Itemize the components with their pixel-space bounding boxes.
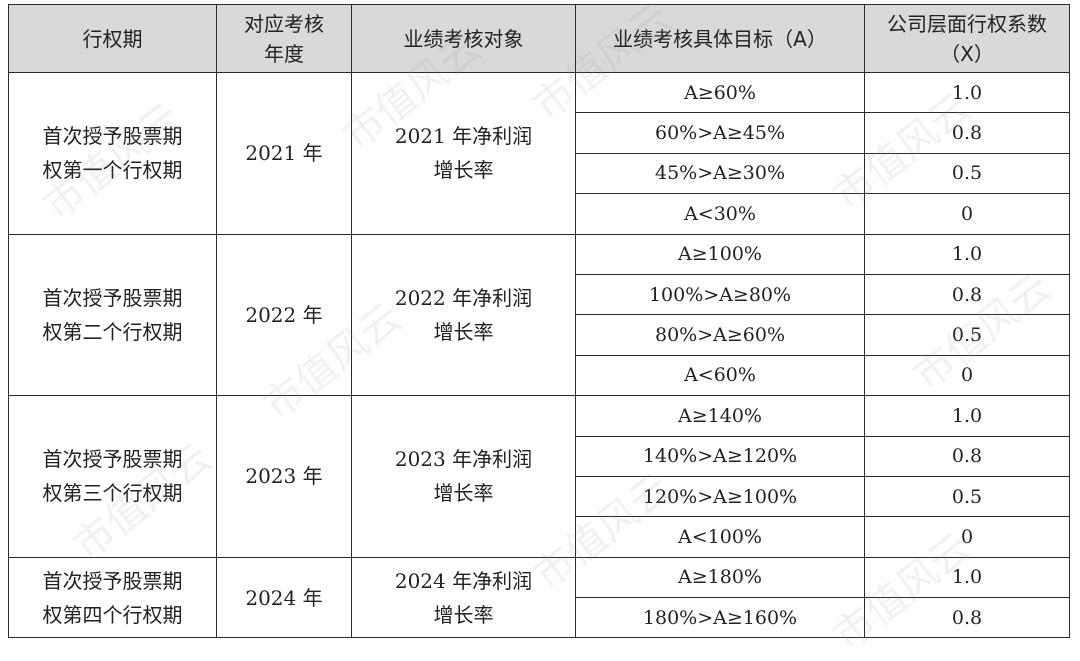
table-row: 140%>A≥120% 0.8 (9, 435, 1070, 477)
table-row: 60%>A≥45% 0.8 (9, 112, 1070, 154)
exercise-period-line: 首次授予股票期 (42, 285, 183, 310)
header-assessment-year: 对应考核 年度 (216, 4, 352, 73)
exercise-period-line: 首次授予股票期 (42, 568, 183, 593)
assessment-object-line: 增长率 (433, 602, 494, 627)
table-row: A<30% 0 (9, 193, 1070, 235)
table-row: 45%>A≥30% 0.5 (9, 152, 1070, 195)
exercise-period-cell: 首次授予股票期 权第二个行权期 (8, 233, 217, 397)
exercise-period-line: 权第一个行权期 (42, 158, 183, 183)
assessment-object-line: 2024 年净利润 (394, 568, 533, 593)
performance-table-container: 行权期 对应考核 年度 业绩考核对象 业绩考核具体目标（A） 公司层面行权系数 （X… (8, 4, 1070, 639)
exercise-period-line: 首次授予股票期 (42, 447, 183, 472)
exercise-period-table: 行权期 对应考核 年度 业绩考核对象 业绩考核具体目标（A） 公司层面行权系数 （X… (8, 4, 1070, 639)
coefficient-cell: 0 (864, 193, 1070, 235)
target-cell: A≥100% (575, 233, 865, 275)
coefficient-cell: 1.0 (864, 233, 1070, 275)
coefficient-cell: 0.5 (864, 475, 1070, 518)
exercise-period-line: 首次授予股票期 (42, 124, 183, 149)
table-row: A<60% 0 (9, 354, 1070, 397)
exercise-period-line: 权第四个行权期 (42, 602, 183, 627)
assessment-object-line: 2021 年净利润 (394, 124, 533, 149)
target-cell: A<60% (575, 354, 865, 397)
coefficient-cell: 1.0 (864, 395, 1070, 437)
target-cell: 120%>A≥100% (575, 475, 865, 518)
assessment-object-line: 2022 年净利润 (394, 285, 533, 310)
exercise-period-cell: 首次授予股票期 权第三个行权期 (8, 395, 217, 558)
target-cell: A<100% (575, 516, 865, 558)
coefficient-cell: 0.8 (864, 597, 1070, 639)
assessment-object-line: 增长率 (433, 319, 494, 344)
header-coefficient: 公司层面行权系数 （X） (864, 4, 1070, 73)
assessment-object-cell: 2021 年净利润 增长率 (351, 72, 576, 235)
coefficient-cell: 0.5 (864, 152, 1070, 195)
coefficient-cell: 0.5 (864, 314, 1070, 356)
table-row: 180%>A≥160% 0.8 (9, 597, 1070, 639)
assessment-object-line: 增长率 (433, 158, 494, 183)
table-row: 100%>A≥80% 0.8 (9, 273, 1070, 316)
table-body: 首次授予股票期 权第一个行权期 2021 年 2021 年净利润 增长率 A≥60% 1.0… (8, 71, 1070, 639)
target-cell: A≥140% (575, 395, 865, 437)
assessment-year-cell: 2022 年 (216, 233, 352, 397)
assessment-object-line: 增长率 (433, 481, 494, 506)
target-cell: A≥60% (575, 71, 865, 114)
assessment-object-line: 2023 年净利润 (394, 447, 533, 472)
assessment-object-cell: 2023 年净利润 增长率 (351, 395, 576, 558)
table-row: A<100% 0 (9, 516, 1070, 558)
coefficient-cell: 1.0 (864, 556, 1070, 599)
target-cell: 180%>A≥160% (575, 597, 865, 639)
coefficient-cell: 0 (864, 516, 1070, 558)
table-row: 首次授予股票期 权第二个行权期 2022 年 2022 年净利润 增长率 A≥100% 1.… (8, 233, 1070, 397)
assessment-object-cell: 2024 年净利润 增长率 (351, 556, 576, 639)
header-assessment-object: 业绩考核对象 (351, 4, 576, 73)
target-cell: 140%>A≥120% (575, 435, 865, 477)
table-row: 首次授予股票期 权第四个行权期 2024 年 2024 年净利润 增长率 A≥180% 1.… (8, 556, 1070, 639)
table-row: 80%>A≥60% 0.5 (9, 314, 1070, 356)
coefficient-cell: 0.8 (864, 112, 1070, 154)
assessment-year-cell: 2023 年 (216, 395, 352, 558)
target-cell: A≥180% (575, 556, 865, 599)
exercise-period-cell: 首次授予股票期 权第一个行权期 (8, 72, 217, 235)
target-cell: 45%>A≥30% (575, 152, 865, 195)
header-exercise-period: 行权期 (8, 4, 217, 73)
table-row: 首次授予股票期 权第三个行权期 2023 年 2023 年净利润 增长率 A≥140% 1.… (8, 395, 1070, 558)
table-row: 首次授予股票期 权第一个行权期 2021 年 2021 年净利润 增长率 A≥60% 1.0 (8, 71, 1070, 235)
coefficient-cell: 0 (864, 354, 1070, 397)
target-cell: A<30% (575, 193, 865, 235)
target-cell: 80%>A≥60% (575, 314, 865, 356)
header-target: 业绩考核具体目标（A） (575, 4, 865, 73)
coefficient-cell: 1.0 (864, 71, 1070, 114)
header-row: 行权期 对应考核 年度 业绩考核对象 业绩考核具体目标（A） 公司层面行权系数 （X… (8, 4, 1070, 73)
table-row: 120%>A≥100% 0.5 (9, 475, 1070, 518)
exercise-period-cell: 首次授予股票期 权第四个行权期 (8, 556, 217, 639)
target-cell: 60%>A≥45% (575, 112, 865, 154)
coefficient-cell: 0.8 (864, 273, 1070, 316)
coefficient-cell: 0.8 (864, 435, 1070, 477)
assessment-object-cell: 2022 年净利润 增长率 (351, 233, 576, 397)
target-cell: 100%>A≥80% (575, 273, 865, 316)
assessment-year-cell: 2024 年 (216, 556, 352, 639)
exercise-period-line: 权第二个行权期 (42, 319, 183, 344)
exercise-period-line: 权第三个行权期 (42, 481, 183, 506)
assessment-year-cell: 2021 年 (216, 72, 352, 235)
